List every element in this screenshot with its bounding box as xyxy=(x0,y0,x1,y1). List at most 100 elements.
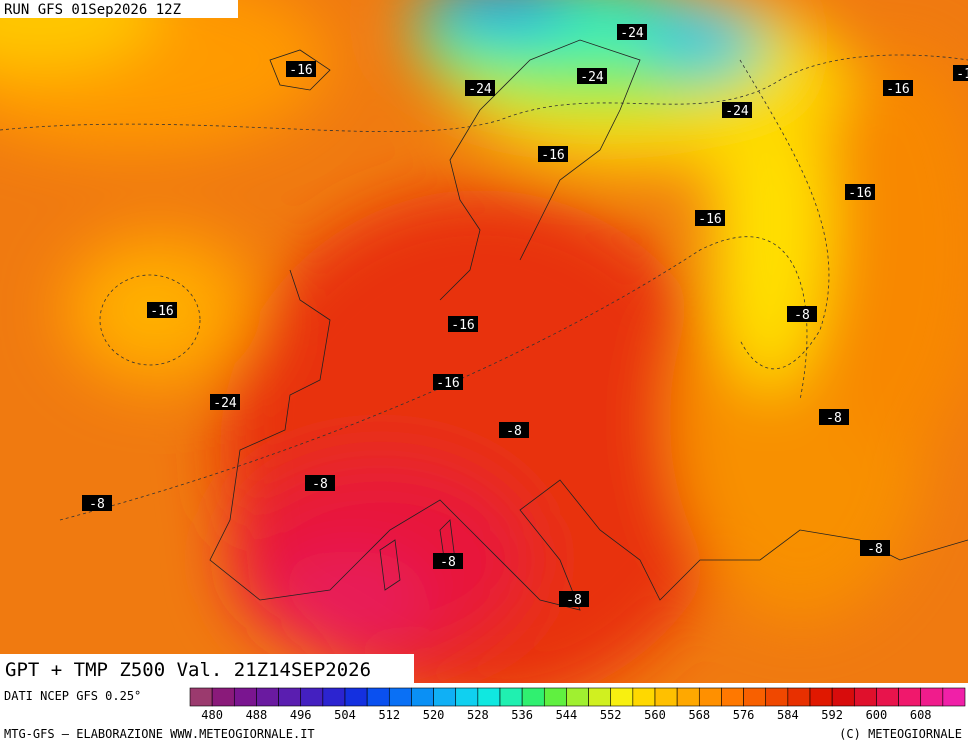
contour-label: -16 xyxy=(541,148,564,163)
contour-label: -24 xyxy=(213,396,237,411)
colorbar-swatch xyxy=(366,687,390,707)
colorbar-label: 608 xyxy=(910,708,932,722)
contour-label-box xyxy=(577,68,607,84)
colorbar-swatch xyxy=(831,687,855,707)
colorbar-swatch xyxy=(499,687,523,707)
contour-label: -8 xyxy=(826,411,842,426)
run-box xyxy=(0,0,238,18)
colorbar-label: 584 xyxy=(777,708,799,722)
contour-label-box xyxy=(819,409,849,425)
colorbar-swatch xyxy=(455,687,479,707)
colorbar-swatch xyxy=(388,687,412,707)
credits-label: MTG-GFS — ELABORAZIONE WWW.METEOGIORNALE… xyxy=(4,727,315,741)
colorbar-label: 520 xyxy=(423,708,445,722)
copyright-label: (C) METEOGIORNALE xyxy=(839,727,962,741)
colorbar-label: 528 xyxy=(467,708,489,722)
colorbar-swatch xyxy=(787,687,811,707)
colorbar-swatch xyxy=(610,687,634,707)
colorbar-swatch xyxy=(654,687,678,707)
contour-label-box xyxy=(559,591,589,607)
colorbar-swatch xyxy=(278,687,302,707)
contour-label-box xyxy=(305,475,335,491)
colorbar-swatch xyxy=(876,687,899,707)
contour-label-box xyxy=(860,540,890,556)
contour-label: -8 xyxy=(506,424,522,439)
contour-label-box xyxy=(722,102,752,118)
contour-label: -24 xyxy=(620,26,644,41)
colorbar-swatch xyxy=(300,687,324,707)
colorbar-swatch xyxy=(477,687,501,707)
run-label: RUN GFS 01Sep2026 12Z xyxy=(4,2,181,18)
contour-label-box xyxy=(147,302,177,318)
colorbar-swatch xyxy=(588,687,612,707)
contour-label: -16 xyxy=(698,212,721,227)
colorbar-label: 544 xyxy=(556,708,578,722)
contour-label-box xyxy=(210,394,240,410)
contour-label: -16 xyxy=(848,186,871,201)
map-field xyxy=(0,0,968,683)
map-title: GPT + TMP Z500 Val. 21Z14SEP2026 xyxy=(5,659,371,681)
colorbar-swatch xyxy=(411,687,434,707)
colorbar-label: 560 xyxy=(644,708,666,722)
contour-label-box xyxy=(953,65,968,81)
contour-label: -8 xyxy=(867,542,883,557)
colorbar-swatch xyxy=(211,687,235,707)
contour-label: -16 xyxy=(451,318,474,333)
colorbar-label: 552 xyxy=(600,708,622,722)
colorbar-swatch xyxy=(189,687,213,707)
colorbar-label: 592 xyxy=(821,708,843,722)
contour-label-box xyxy=(695,210,725,226)
source-label: DATI NCEP GFS 0.25° xyxy=(4,689,141,703)
colorbar-swatch xyxy=(322,687,346,707)
colorbar-swatch xyxy=(942,687,966,707)
contour-label-box xyxy=(82,495,112,511)
contour-label-box xyxy=(433,553,463,569)
colorbar-swatch xyxy=(433,687,457,707)
colorbar-label: 488 xyxy=(246,708,268,722)
colorbar-label: 568 xyxy=(688,708,710,722)
colorbar-swatch xyxy=(765,687,789,707)
contour-label: -24 xyxy=(580,70,604,85)
contour-label-box xyxy=(538,146,568,162)
colorbar-swatch xyxy=(632,687,656,707)
contour-label: -24 xyxy=(725,104,749,119)
contour-label-box xyxy=(787,306,817,322)
contour-label-box xyxy=(499,422,529,438)
colorbar-label: 504 xyxy=(334,708,356,722)
colorbar-swatch xyxy=(898,687,922,707)
contour-label: -8 xyxy=(566,593,582,608)
temperature-isotherms xyxy=(0,54,968,521)
contour-label-box xyxy=(286,61,316,77)
contour-label: -16 xyxy=(289,63,312,78)
colorbar-swatch xyxy=(344,687,368,707)
contour-label: -16 xyxy=(436,376,459,391)
colorbar-swatch xyxy=(521,687,545,707)
colorbar-label: 576 xyxy=(733,708,755,722)
contour-label: -8 xyxy=(440,555,456,570)
colorbar-swatch xyxy=(233,687,257,707)
colorbar-label: 496 xyxy=(290,708,312,722)
colorbar-swatch xyxy=(543,687,567,707)
contour-label: -8 xyxy=(89,497,105,512)
colorbar-swatch xyxy=(743,687,767,707)
contour-label: -8 xyxy=(312,477,328,492)
contour-label: -24 xyxy=(468,82,492,97)
colorbar-swatch xyxy=(721,687,744,707)
contour-label: -8 xyxy=(794,308,810,323)
contour-label: -16 xyxy=(886,82,909,97)
contour-label: -16 xyxy=(150,304,173,319)
colorbar-label: 600 xyxy=(866,708,888,722)
colorbar-label: 480 xyxy=(201,708,223,722)
contour-label-box xyxy=(845,184,875,200)
colorbar-swatch xyxy=(566,687,589,707)
title-box xyxy=(0,654,414,684)
colorbar-swatch xyxy=(853,687,877,707)
colorbar-swatch xyxy=(809,687,833,707)
contour-label-box xyxy=(465,80,495,96)
contour-labels: -16 -24 -24 -24 -24 -16 -16 -16 -16 -16 -16 -24 -8 -8… xyxy=(82,24,968,608)
contour-label-box xyxy=(448,316,478,332)
colorbar-swatch xyxy=(256,687,279,707)
contour-label-box xyxy=(433,374,463,390)
